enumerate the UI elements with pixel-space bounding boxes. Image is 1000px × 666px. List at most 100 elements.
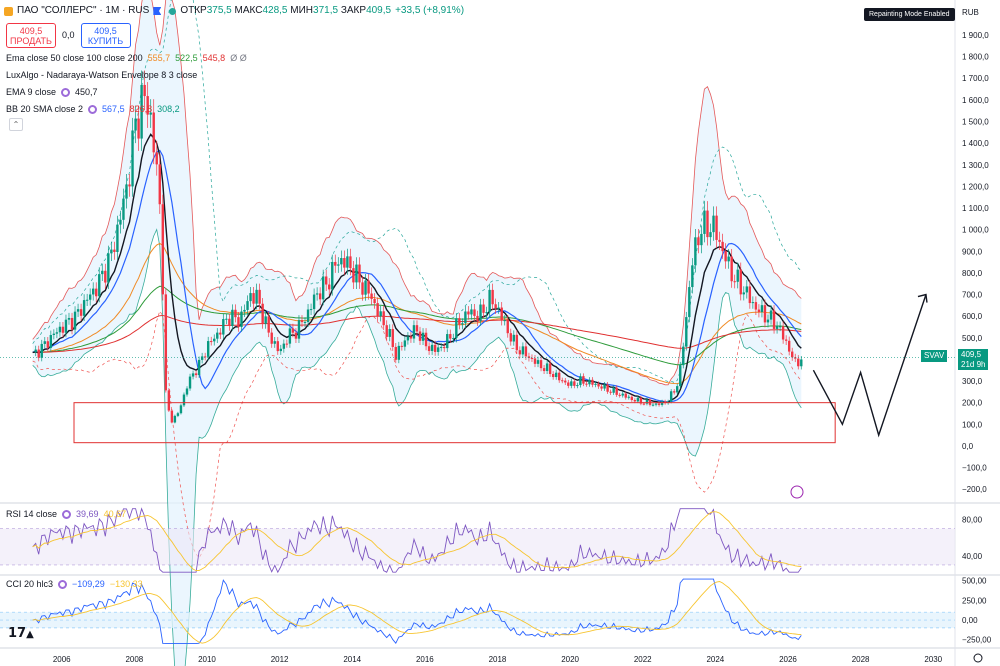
candle-body [276, 341, 279, 352]
indicator-settings-icon[interactable] [61, 87, 71, 97]
x-tick-label: 2016 [416, 655, 434, 664]
candle-body [279, 348, 283, 352]
indicator-value: 567,5 [102, 104, 125, 114]
candle-body [554, 372, 558, 378]
candle-body [697, 237, 700, 246]
candle-body [545, 363, 549, 372]
candle-body [564, 380, 567, 383]
candle-body [763, 305, 767, 323]
sell-button[interactable]: 409,5 ПРОДАТЬ [6, 23, 56, 48]
candle-body [561, 380, 564, 382]
candle-body [128, 184, 131, 187]
candle-body [754, 302, 758, 310]
candle-body [321, 276, 325, 300]
candle-body [176, 413, 180, 416]
candle-body [775, 326, 779, 329]
candle-body [784, 339, 788, 341]
candle-body [706, 210, 709, 238]
candle-body [794, 357, 797, 359]
candle-body [724, 251, 727, 262]
buy-button[interactable]: 409,5 КУПИТЬ [80, 23, 131, 48]
candle-body [660, 401, 664, 405]
candle-body [361, 282, 364, 295]
x-tick-label: 2012 [271, 655, 289, 664]
candle-body [222, 319, 225, 335]
cci-settings-icon[interactable] [58, 579, 68, 589]
indicator-name: EMA 9 close [6, 87, 57, 97]
indicator-value: 826,8 [129, 104, 153, 114]
repainting-badge: Repainting Mode Enabled [864, 8, 955, 21]
indicator-row[interactable]: Ema close 50 close 100 close 200 555,7 522… [6, 53, 247, 64]
candle-body [766, 319, 770, 323]
rsi-settings-icon[interactable] [62, 509, 72, 519]
indicator-value: 555,7 [147, 53, 171, 63]
candle-body [104, 270, 107, 283]
candle-body [778, 326, 782, 328]
candle-body [206, 341, 210, 357]
candle-body [367, 280, 370, 294]
candle-body [542, 368, 546, 372]
indicator-row[interactable]: EMA 9 close 450,7 [6, 87, 98, 98]
y-tick-label: 1 200,0 [962, 182, 989, 191]
candle-body [191, 373, 195, 377]
indicator-extra: Ø Ø [230, 53, 247, 63]
candle-body [158, 164, 161, 205]
currency-label[interactable]: RUB [962, 8, 979, 17]
candle-body [524, 346, 528, 357]
cci-ma-line [32, 581, 802, 644]
candle-body [639, 397, 643, 404]
candle-body [642, 403, 646, 405]
candle-body [403, 340, 407, 347]
indicator-row[interactable]: BB 20 SMA close 2 567,5 826,8 308,2 [6, 104, 180, 115]
last-price-tag: SVAV 409,5 21d 9h [921, 349, 989, 370]
candle-body [170, 410, 174, 423]
rsi-band [0, 528, 955, 565]
candle-body [418, 331, 422, 341]
indicator-name: BB 20 SMA close 2 [6, 104, 84, 114]
candle-body [119, 219, 122, 225]
candle-body [46, 341, 50, 348]
candle-body [391, 329, 394, 347]
collapse-legend-icon[interactable]: ⌃ [9, 118, 23, 131]
bb-upper-dashed [32, 0, 802, 383]
candle-body [787, 340, 791, 352]
candle-body [800, 359, 803, 367]
candle-body [116, 224, 119, 252]
candle-body [85, 299, 89, 301]
cci-tick-label: 0,00 [962, 616, 978, 625]
candle-body [654, 403, 658, 405]
candle-body [252, 293, 255, 304]
candle-body [400, 345, 404, 347]
candle-body [40, 343, 43, 358]
candle-body [364, 280, 367, 295]
candle-body [700, 233, 703, 246]
y-tick-label: 1 100,0 [962, 204, 989, 213]
lightning-icon [790, 485, 804, 499]
x-tick-label: 2010 [198, 655, 216, 664]
candle-body [452, 338, 455, 340]
candle-body [476, 315, 479, 321]
projection-path [812, 294, 927, 438]
indicator-row[interactable]: LuxAlgo - Nadaraya-Watson Envelope 8 3 c… [6, 70, 197, 81]
rsi-tick-label: 80,00 [962, 516, 983, 525]
y-tick-label: 600,0 [962, 312, 983, 321]
candle-body [515, 334, 519, 351]
candle-body [464, 311, 467, 324]
candle-body [521, 346, 525, 355]
candle-body [388, 329, 391, 337]
candle-body [685, 317, 688, 347]
indicator-settings-icon[interactable] [88, 104, 98, 114]
candle-body [597, 383, 600, 387]
candle-body [533, 358, 537, 364]
x-tick-label: 2008 [125, 655, 143, 664]
candle-body [155, 152, 158, 165]
candle-body [101, 270, 104, 275]
candle-body [512, 334, 516, 342]
candle-body [703, 210, 706, 234]
candle-body [134, 118, 137, 131]
candle-body [349, 256, 352, 269]
candle-body [397, 345, 401, 360]
flag-icon[interactable] [153, 7, 162, 15]
tradingview-logo-icon[interactable]: 17▲ [8, 626, 34, 641]
